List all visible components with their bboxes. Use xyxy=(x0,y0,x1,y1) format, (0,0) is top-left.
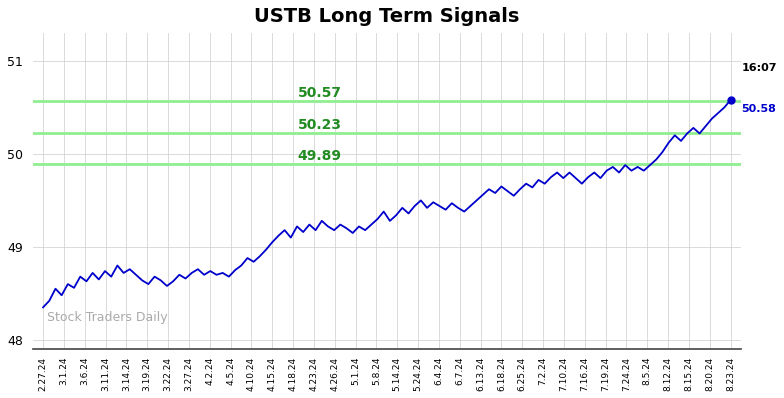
Title: USTB Long Term Signals: USTB Long Term Signals xyxy=(254,7,520,26)
Text: 49.89: 49.89 xyxy=(297,149,342,164)
Text: 50.23: 50.23 xyxy=(297,118,342,132)
Text: 50.57: 50.57 xyxy=(297,86,342,100)
Text: 50.58: 50.58 xyxy=(742,104,776,114)
Text: Stock Traders Daily: Stock Traders Daily xyxy=(47,311,168,324)
Text: 16:07: 16:07 xyxy=(742,63,777,73)
